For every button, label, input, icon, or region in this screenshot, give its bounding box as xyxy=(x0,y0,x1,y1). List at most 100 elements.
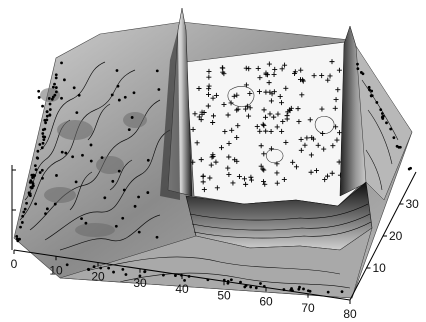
dot-marker xyxy=(368,88,371,92)
cross-marker xyxy=(327,73,333,79)
cross-marker xyxy=(226,154,232,160)
cross-marker xyxy=(210,113,216,119)
dot-marker xyxy=(47,97,51,100)
cross-marker xyxy=(296,119,302,125)
cross-marker xyxy=(230,180,236,186)
cross-marker xyxy=(210,120,216,126)
cross-marker xyxy=(206,74,212,80)
cross-marker xyxy=(243,82,249,88)
cross-marker xyxy=(308,169,314,175)
dot-marker xyxy=(124,273,128,276)
x-tick-label: 70 xyxy=(301,301,315,315)
dot-marker xyxy=(34,202,38,206)
cross-marker xyxy=(320,131,326,137)
x-tick-label: 80 xyxy=(343,307,357,321)
cross-marker xyxy=(206,91,212,97)
dot-marker xyxy=(100,156,104,160)
dot-marker xyxy=(249,285,253,289)
dot-marker xyxy=(21,214,25,218)
cross-marker xyxy=(263,128,269,134)
dot-marker xyxy=(146,191,150,194)
dot-marker xyxy=(41,176,44,180)
dot-marker xyxy=(127,128,131,132)
cross-marker xyxy=(243,106,249,112)
dot-marker xyxy=(44,212,47,216)
dot-marker xyxy=(22,210,26,214)
dot-marker xyxy=(18,237,21,241)
cross-marker xyxy=(315,142,321,148)
cross-marker xyxy=(261,179,267,185)
dot-marker xyxy=(23,207,27,211)
cross-marker xyxy=(260,166,266,172)
dot-marker xyxy=(15,237,19,241)
cross-marker xyxy=(232,157,238,163)
cross-marker xyxy=(279,66,285,72)
cross-marker xyxy=(210,152,216,158)
x-tick-label: 20 xyxy=(91,270,105,284)
dot-marker xyxy=(161,273,165,277)
cross-marker xyxy=(243,65,249,71)
cross-marker xyxy=(206,86,212,92)
cross-marker xyxy=(213,92,219,98)
dot-marker xyxy=(132,91,136,95)
cross-marker xyxy=(261,151,267,157)
dot-marker xyxy=(89,159,93,163)
cross-marker xyxy=(290,159,296,165)
dot-marker xyxy=(290,287,293,290)
x-tick-label: 0 xyxy=(11,257,18,271)
cross-marker xyxy=(333,124,339,130)
dot-marker xyxy=(34,168,38,172)
dot-marker xyxy=(121,267,125,271)
cross-marker xyxy=(190,159,196,165)
dot-marker xyxy=(381,117,385,120)
dot-marker xyxy=(302,287,305,291)
x-tick-label: 40 xyxy=(175,282,189,296)
cross-marker xyxy=(247,105,253,111)
dot-marker xyxy=(45,118,49,122)
dot-marker xyxy=(28,180,32,184)
dot-marker xyxy=(155,69,159,73)
cross-marker xyxy=(277,94,283,100)
cross-marker xyxy=(213,159,219,165)
cross-marker xyxy=(246,113,252,119)
cross-marker xyxy=(274,170,280,176)
dot-marker xyxy=(116,84,120,88)
cross-marker xyxy=(226,172,232,178)
dot-marker xyxy=(183,279,186,282)
cross-marker xyxy=(332,105,338,111)
cross-marker xyxy=(267,111,273,117)
y-tick-label: 10 xyxy=(373,261,387,275)
cross-marker xyxy=(235,123,241,129)
cross-marker xyxy=(228,100,234,106)
cross-marker xyxy=(292,70,298,76)
cross-marker xyxy=(283,139,289,145)
cross-marker xyxy=(319,73,325,79)
dot-marker xyxy=(110,93,114,97)
cross-marker xyxy=(225,165,231,171)
dot-marker xyxy=(48,113,52,117)
dot-marker xyxy=(122,188,126,192)
y-tick-label: 30 xyxy=(406,197,420,211)
cross-marker xyxy=(256,89,262,95)
cross-marker xyxy=(196,86,202,92)
dot-marker xyxy=(385,121,388,125)
cross-marker xyxy=(201,187,207,193)
cross-marker xyxy=(300,78,306,84)
dot-marker xyxy=(375,101,379,104)
cross-marker xyxy=(304,135,310,141)
cross-marker xyxy=(298,136,304,142)
cross-marker xyxy=(206,83,212,89)
cross-marker xyxy=(302,142,308,148)
dot-marker xyxy=(112,270,115,274)
dot-marker xyxy=(40,146,44,150)
dot-marker xyxy=(60,96,63,100)
dot-marker xyxy=(53,93,57,97)
cross-marker xyxy=(209,154,215,160)
dot-marker xyxy=(36,149,40,153)
cross-marker xyxy=(279,100,285,106)
cross-marker xyxy=(255,65,261,71)
cross-marker xyxy=(274,124,280,130)
front-terrain xyxy=(59,227,373,299)
dot-marker xyxy=(41,104,44,108)
dot-marker xyxy=(71,155,75,159)
